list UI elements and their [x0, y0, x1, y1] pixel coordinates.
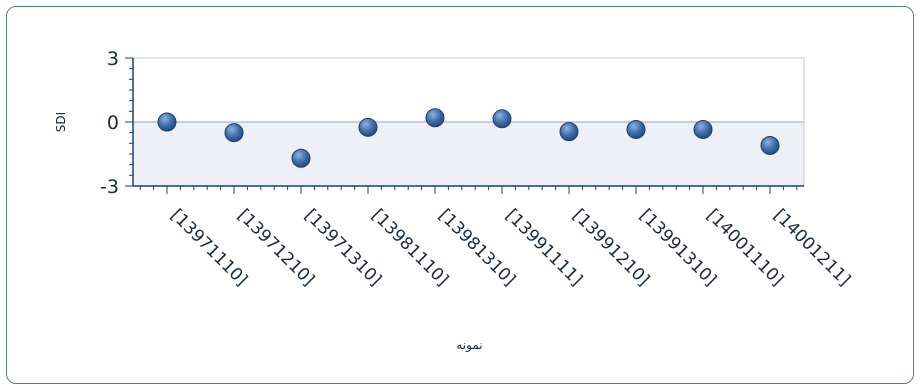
x-axis-title: نمونه — [456, 338, 482, 353]
data-point[interactable] — [492, 109, 512, 129]
data-point[interactable] — [559, 122, 579, 142]
data-point[interactable] — [693, 119, 713, 139]
y-axis-title: SDI — [54, 112, 68, 132]
data-points — [157, 108, 780, 168]
y-axis: 3 0 -3 — [100, 48, 134, 198]
data-point[interactable] — [626, 119, 646, 139]
y-tick-label: 3 — [107, 48, 119, 70]
data-point[interactable] — [425, 108, 445, 128]
negative-region-band — [133, 122, 804, 186]
y-tick-label: -3 — [100, 176, 119, 198]
data-point[interactable] — [760, 135, 780, 155]
data-point[interactable] — [291, 148, 311, 168]
x-axis: [13971110][13971210][13971310][13981110]… — [133, 185, 854, 290]
y-tick-label: 0 — [107, 112, 119, 134]
data-point[interactable] — [224, 123, 244, 143]
chart-card — [6, 6, 914, 384]
data-point[interactable] — [157, 112, 177, 132]
data-point[interactable] — [358, 117, 378, 137]
